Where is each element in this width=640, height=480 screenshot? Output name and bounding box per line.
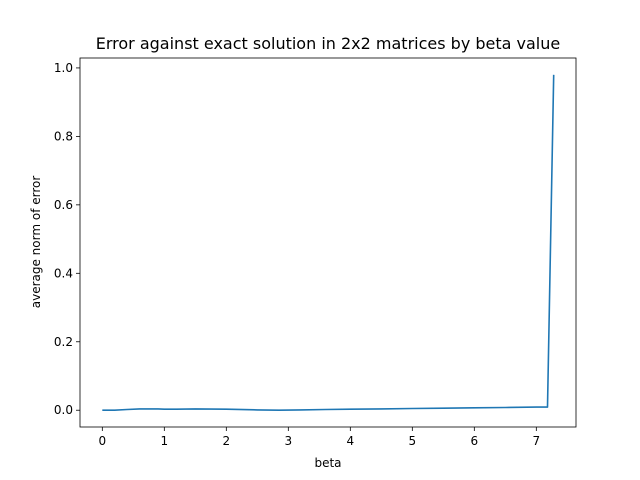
y-tick-label: 0.2	[54, 335, 73, 349]
x-tick-label: 5	[408, 434, 416, 448]
plot-frame	[79, 57, 577, 428]
x-tick-label: 2	[222, 434, 230, 448]
x-axis-label: beta	[314, 456, 341, 470]
plot-area	[79, 57, 577, 428]
y-tick-label: 0.6	[54, 198, 73, 212]
x-tick-label: 0	[98, 434, 106, 448]
x-tick-label: 3	[284, 434, 292, 448]
y-tick-label: 0.8	[54, 129, 73, 143]
y-tick-label: 0.0	[54, 403, 73, 417]
y-tick-label: 1.0	[54, 61, 73, 75]
x-tick-label: 1	[160, 434, 168, 448]
x-tick-label: 7	[532, 434, 540, 448]
series-line-1	[102, 74, 555, 412]
x-axis-ticks: 0 1 2 3 4 5 6 7	[98, 427, 540, 448]
chart-title: Error against exact solution in 2x2 matr…	[96, 34, 560, 53]
y-axis-label: average norm of error	[29, 176, 43, 309]
x-tick-label: 6	[470, 434, 478, 448]
x-tick-label: 4	[346, 434, 354, 448]
y-tick-label: 0.4	[54, 266, 73, 280]
y-axis-ticks: 0.0 0.2 0.4 0.6 0.8 1.0	[54, 61, 80, 417]
